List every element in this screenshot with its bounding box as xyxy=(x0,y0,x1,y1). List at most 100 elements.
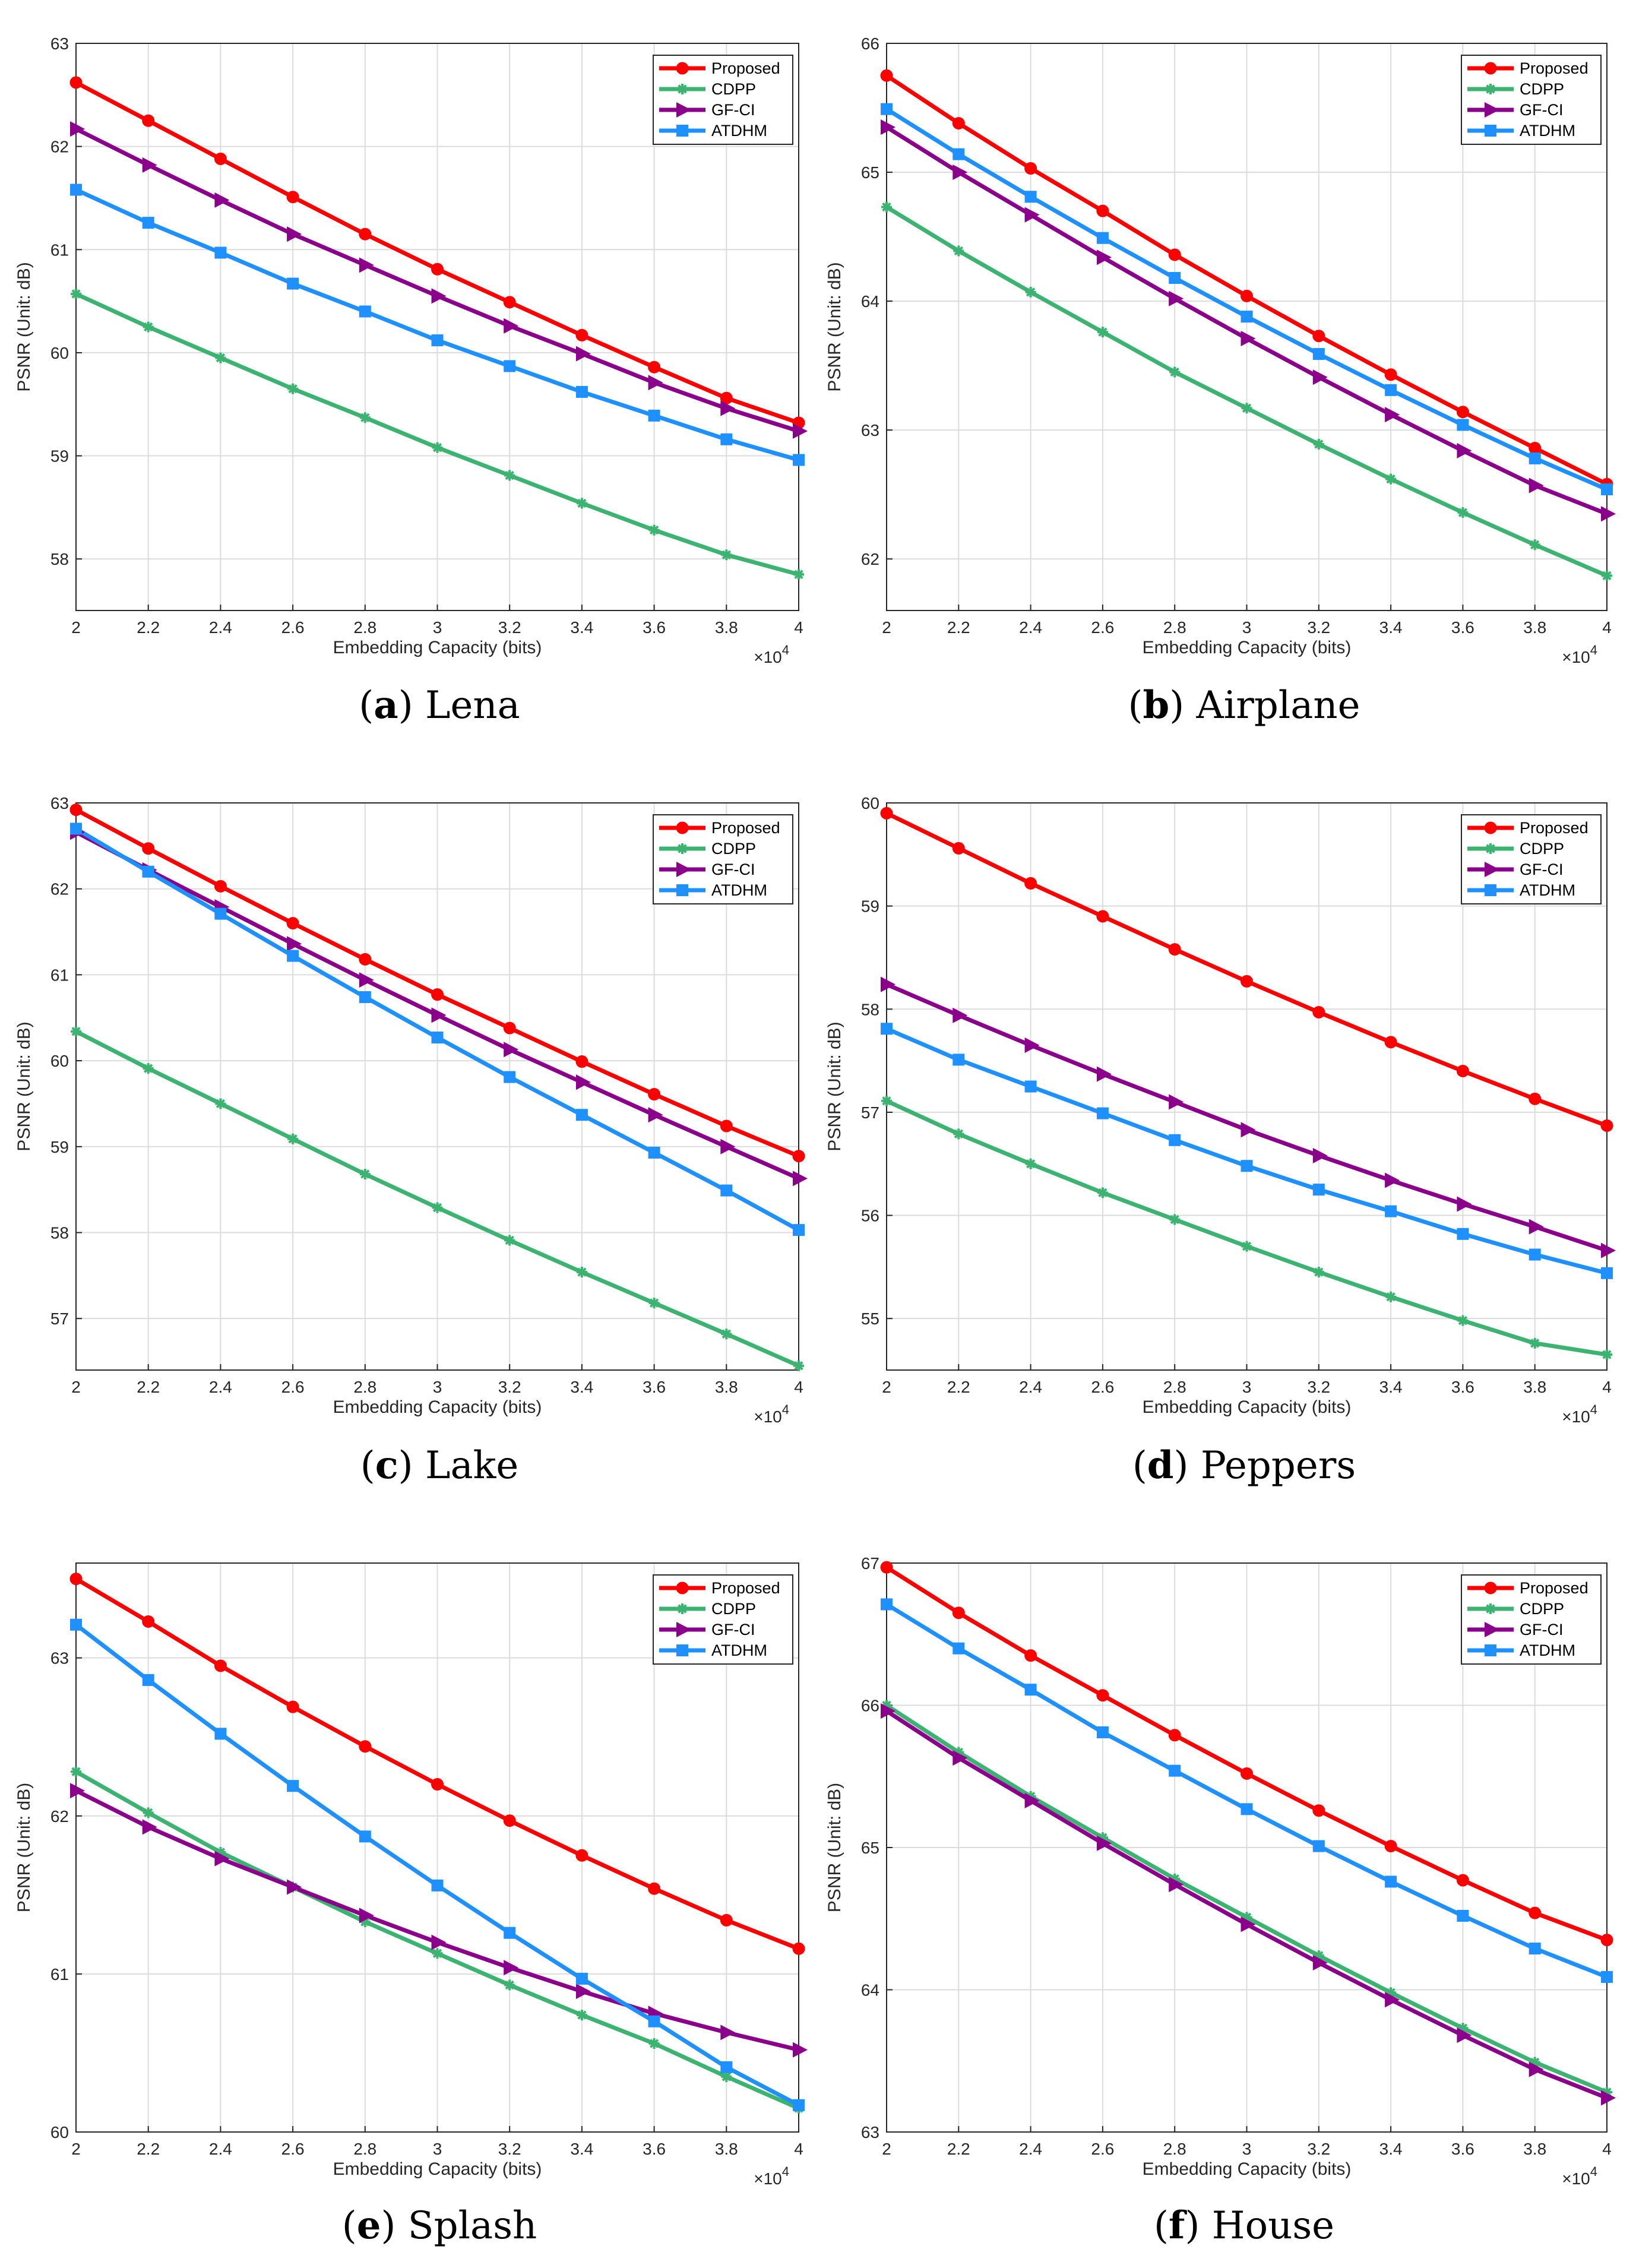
data-point-cdpp xyxy=(71,288,81,299)
caption-c-letter: c xyxy=(375,1443,398,1488)
data-point-atdhm xyxy=(1024,191,1037,203)
legend-label-gf-ci: GF-CI xyxy=(711,861,755,878)
y-tick-label: 64 xyxy=(861,1981,879,2000)
legend-label-proposed: Proposed xyxy=(711,1579,780,1597)
y-tick-label: 66 xyxy=(861,1697,879,1715)
data-point-proposed xyxy=(503,296,516,309)
data-point-gf-ci xyxy=(70,121,85,137)
data-point-cdpp xyxy=(721,1328,732,1340)
x-multiplier-exponent: 4 xyxy=(1590,2164,1597,2179)
data-point-atdhm xyxy=(1312,1840,1325,1852)
data-point-atdhm xyxy=(953,1642,965,1655)
data-point-gf-ci xyxy=(1529,2061,1544,2077)
data-point-cdpp xyxy=(215,1098,226,1109)
data-point-gf-ci xyxy=(1385,1992,1400,2008)
data-point-gf-ci xyxy=(1601,1242,1616,1258)
data-point-cdpp xyxy=(504,470,515,481)
data-point-proposed xyxy=(1096,1689,1109,1702)
x-tick-label: 2.8 xyxy=(1163,618,1186,637)
x-tick-label: 3 xyxy=(1242,618,1252,637)
legend-label-proposed: Proposed xyxy=(1520,1579,1588,1597)
data-point-cdpp xyxy=(1241,403,1252,414)
x-tick-label: 2.2 xyxy=(947,2140,970,2158)
y-tick-label: 56 xyxy=(861,1207,879,1225)
data-point-cdpp xyxy=(504,1235,515,1246)
data-point-gf-ci xyxy=(1529,1219,1544,1235)
y-tick-label: 65 xyxy=(861,163,879,182)
data-point-proposed xyxy=(1384,1840,1397,1853)
data-point-gf-ci xyxy=(1169,290,1184,306)
data-point-gf-ci xyxy=(1169,1094,1184,1110)
x-tick-label: 2.6 xyxy=(281,618,305,637)
data-point-proposed xyxy=(575,328,588,341)
data-point-gf-ci xyxy=(881,1703,895,1719)
data-point-atdhm xyxy=(431,334,444,347)
data-point-proposed xyxy=(214,1659,227,1672)
data-point-gf-ci xyxy=(1457,442,1472,458)
data-point-proposed xyxy=(1600,1119,1613,1132)
data-point-atdhm xyxy=(953,148,965,160)
y-tick-label: 62 xyxy=(50,880,69,899)
data-point-proposed xyxy=(1096,910,1109,923)
data-point-proposed xyxy=(880,1561,893,1574)
data-point-atdhm xyxy=(1385,1205,1397,1217)
y-axis-label: PSNR (Unit: dB) xyxy=(825,1783,844,1912)
data-point-cdpp xyxy=(1457,2023,1469,2034)
data-point-proposed xyxy=(431,262,444,276)
data-point-cdpp xyxy=(648,524,660,536)
y-tick-label: 61 xyxy=(50,241,69,259)
data-point-cdpp xyxy=(793,569,804,580)
data-point-gf-ci xyxy=(1385,1172,1400,1188)
y-tick-label: 58 xyxy=(50,1223,69,1242)
legend: Proposed CDPP GF-CI ATDHM xyxy=(1461,1574,1602,1665)
x-tick-label: 3 xyxy=(433,2140,442,2158)
x-tick-label: 3.6 xyxy=(1451,618,1474,637)
data-point-gf-ci xyxy=(648,375,663,391)
legend-marker-cdpp xyxy=(1485,843,1496,854)
data-point-proposed xyxy=(1312,1804,1325,1817)
x-tick-label: 3 xyxy=(1242,2140,1252,2158)
data-point-gf-ci xyxy=(793,1171,808,1187)
x-axis-label: Embedding Capacity (bits) xyxy=(333,638,542,657)
x-tick-label: 2.4 xyxy=(1019,618,1042,637)
x-tick-label: 3 xyxy=(433,618,442,637)
data-point-gf-ci xyxy=(881,976,895,992)
data-point-gf-ci xyxy=(287,226,302,242)
caption-a: (a) Lena xyxy=(359,683,520,727)
caption-c: (c) Lake xyxy=(360,1443,519,1488)
data-point-atdhm xyxy=(1312,348,1325,360)
x-tick-label: 3.8 xyxy=(1523,1378,1546,1396)
x-tick-label: 3.6 xyxy=(643,1378,666,1396)
x-multiplier: ×104 xyxy=(1562,643,1597,666)
x-tick-label: 3.2 xyxy=(498,2140,521,2158)
data-point-gf-ci xyxy=(504,1042,519,1058)
data-point-proposed xyxy=(142,114,155,127)
y-tick-label: 57 xyxy=(50,1309,69,1328)
x-tick-label: 2.2 xyxy=(947,618,970,637)
data-point-cdpp xyxy=(1529,2057,1540,2068)
data-point-cdpp xyxy=(432,442,443,453)
data-point-proposed xyxy=(952,842,965,855)
data-point-atdhm xyxy=(575,1109,588,1121)
legend-label-gf-ci: GF-CI xyxy=(1520,101,1564,119)
data-point-gf-ci xyxy=(1385,407,1400,423)
data-point-atdhm xyxy=(1385,1875,1397,1888)
data-point-atdhm xyxy=(504,360,516,372)
data-point-proposed xyxy=(575,1055,588,1068)
x-tick-label: 2 xyxy=(71,618,81,637)
data-point-proposed xyxy=(720,1913,733,1927)
data-point-proposed xyxy=(1024,162,1037,175)
data-point-atdhm xyxy=(1529,1248,1541,1261)
x-tick-label: 2.8 xyxy=(353,1378,376,1396)
data-point-proposed xyxy=(359,1740,372,1753)
data-point-cdpp xyxy=(432,1202,443,1213)
x-tick-label: 3.2 xyxy=(498,618,521,637)
x-multiplier: ×104 xyxy=(1562,2164,1597,2188)
legend-label-gf-ci: GF-CI xyxy=(1520,861,1564,878)
data-point-atdhm xyxy=(1529,1943,1541,1955)
y-tick-label: 63 xyxy=(50,34,69,53)
data-point-atdhm xyxy=(504,1927,516,1939)
data-point-cdpp xyxy=(1529,539,1540,551)
y-tick-label: 62 xyxy=(861,550,879,568)
x-tick-label: 3.4 xyxy=(570,2140,593,2158)
